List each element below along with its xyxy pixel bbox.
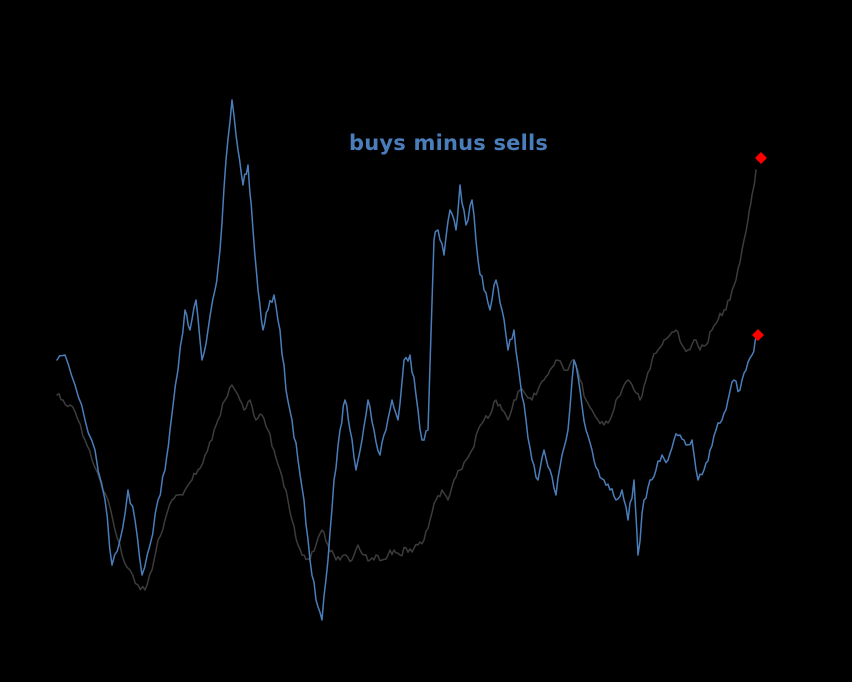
series-line-buys-minus-sells [56, 99, 758, 621]
end-marker-diamond [755, 152, 767, 164]
end-marker-diamond [752, 329, 764, 341]
series-line-dark-series [56, 169, 757, 591]
series-label-buys-minus-sells: buys minus sells [349, 131, 549, 155]
